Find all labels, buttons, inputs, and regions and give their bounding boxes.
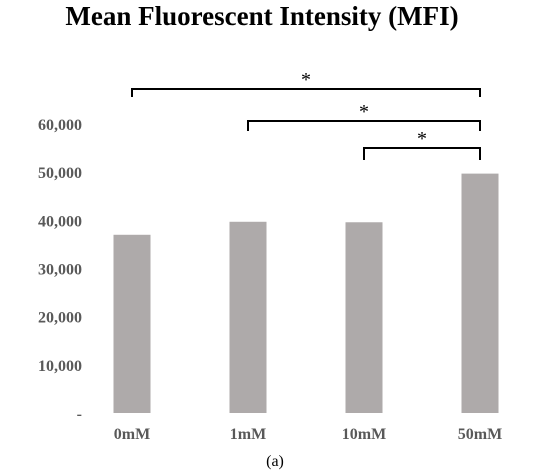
bar-50mm [461,173,499,413]
significance-bracket [131,88,481,97]
x-tick-label: 1mM [230,426,266,443]
significance-bracket [363,147,481,160]
y-tick-label: 20,000 [38,310,82,327]
x-tick-label: 0mM [114,426,150,443]
x-tick-label: 10mM [342,426,386,443]
significance-marker: * [417,128,427,150]
bar-1mm [229,221,267,413]
bar-0mm [113,234,151,413]
chart-title: Mean Fluorescent Intensity (MFI) [65,1,458,31]
significance-marker: * [301,69,311,91]
y-tick-label: 60,000 [38,117,82,134]
figure-caption: (a) [266,453,284,470]
y-tick-label: 30,000 [38,262,82,279]
x-axis-categories: 0mM 1mM 10mM 50mM [114,426,502,443]
y-tick-label: 10,000 [38,358,82,375]
bar-10mm [345,222,383,413]
significance-brackets: * * * [131,69,481,160]
y-tick-label: - [77,406,82,423]
y-tick-label: 40,000 [38,213,82,230]
x-tick-label: 50mM [458,426,502,443]
bars [113,173,499,413]
significance-marker: * [359,101,369,123]
significance-bracket [247,120,481,131]
y-axis-ticks: - 10,000 20,000 30,000 40,000 50,000 60,000 [38,117,82,423]
y-tick-label: 50,000 [38,165,82,182]
